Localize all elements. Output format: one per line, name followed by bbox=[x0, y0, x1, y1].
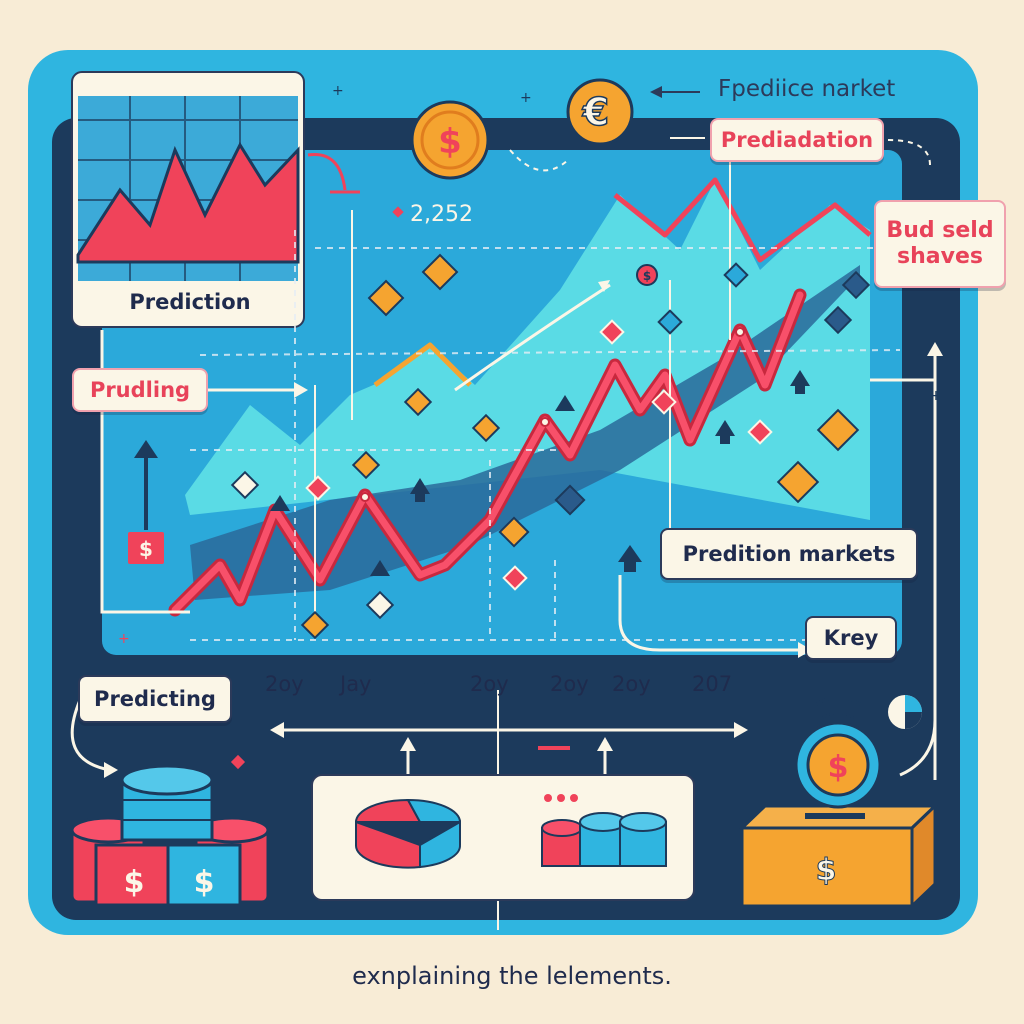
svg-text:+: + bbox=[118, 631, 130, 647]
label-prudling[interactable]: Prudling bbox=[72, 368, 208, 412]
pie-chart-icon bbox=[354, 798, 462, 869]
svg-text:$: $ bbox=[643, 269, 651, 283]
label-key[interactable]: Krey bbox=[805, 616, 897, 660]
svg-text:+: + bbox=[930, 388, 942, 404]
orange-peak-line bbox=[373, 342, 472, 388]
svg-text:$: $ bbox=[816, 853, 837, 888]
time-tick: 2oy bbox=[470, 672, 509, 696]
footer-caption: exnplaining the lelements. bbox=[352, 962, 672, 990]
donation-box-icon: $ $ bbox=[738, 696, 939, 910]
svg-text:+: + bbox=[520, 90, 532, 106]
left-axis-bracket bbox=[100, 330, 190, 614]
market-title: Fpediice narket bbox=[718, 76, 896, 102]
label-prediction-top-left: Prediction bbox=[129, 290, 251, 314]
pie-comparison-card bbox=[311, 774, 695, 901]
time-tick: 2oy bbox=[550, 672, 589, 696]
label-prediction-markets[interactable]: Predition markets bbox=[660, 528, 918, 580]
diamond-markers bbox=[230, 253, 871, 640]
callout-bud-seld[interactable]: Bud seld shaves bbox=[874, 200, 1006, 288]
mini-chart-card bbox=[71, 71, 305, 328]
up-arrow-markers bbox=[270, 370, 810, 576]
euro-coin-icon: € bbox=[566, 78, 634, 146]
svg-text:$: $ bbox=[828, 750, 849, 785]
svg-text:$: $ bbox=[139, 537, 153, 561]
mini-pie-icon bbox=[888, 695, 922, 729]
svg-text:€: € bbox=[582, 90, 609, 134]
coin-stack-icon: $ $ bbox=[70, 764, 270, 907]
dollar-point-icon: $ bbox=[636, 264, 658, 286]
top-red-line bbox=[613, 177, 872, 263]
up-arrow-icon bbox=[134, 440, 158, 530]
label-predicting[interactable]: Predicting bbox=[78, 675, 232, 723]
value-readout: 2,252 bbox=[410, 202, 473, 227]
time-tick: 2oy bbox=[265, 672, 304, 696]
dollar-tag-icon: $ bbox=[128, 532, 164, 564]
time-tick: Jay bbox=[340, 672, 372, 696]
svg-text:$: $ bbox=[124, 865, 145, 900]
svg-text:$: $ bbox=[438, 122, 462, 162]
label-prediadation[interactable]: Prediadation bbox=[710, 118, 884, 162]
time-tick: 2oy bbox=[612, 672, 651, 696]
svg-text:+: + bbox=[332, 83, 344, 99]
svg-text:$: $ bbox=[194, 865, 215, 900]
time-tick: 207 bbox=[692, 672, 733, 696]
pie-segments-icon bbox=[541, 794, 667, 867]
main-price-line-fill bbox=[171, 291, 804, 614]
dollar-coin-icon: $ bbox=[410, 100, 490, 180]
coin-exchange-arrow bbox=[509, 149, 569, 172]
